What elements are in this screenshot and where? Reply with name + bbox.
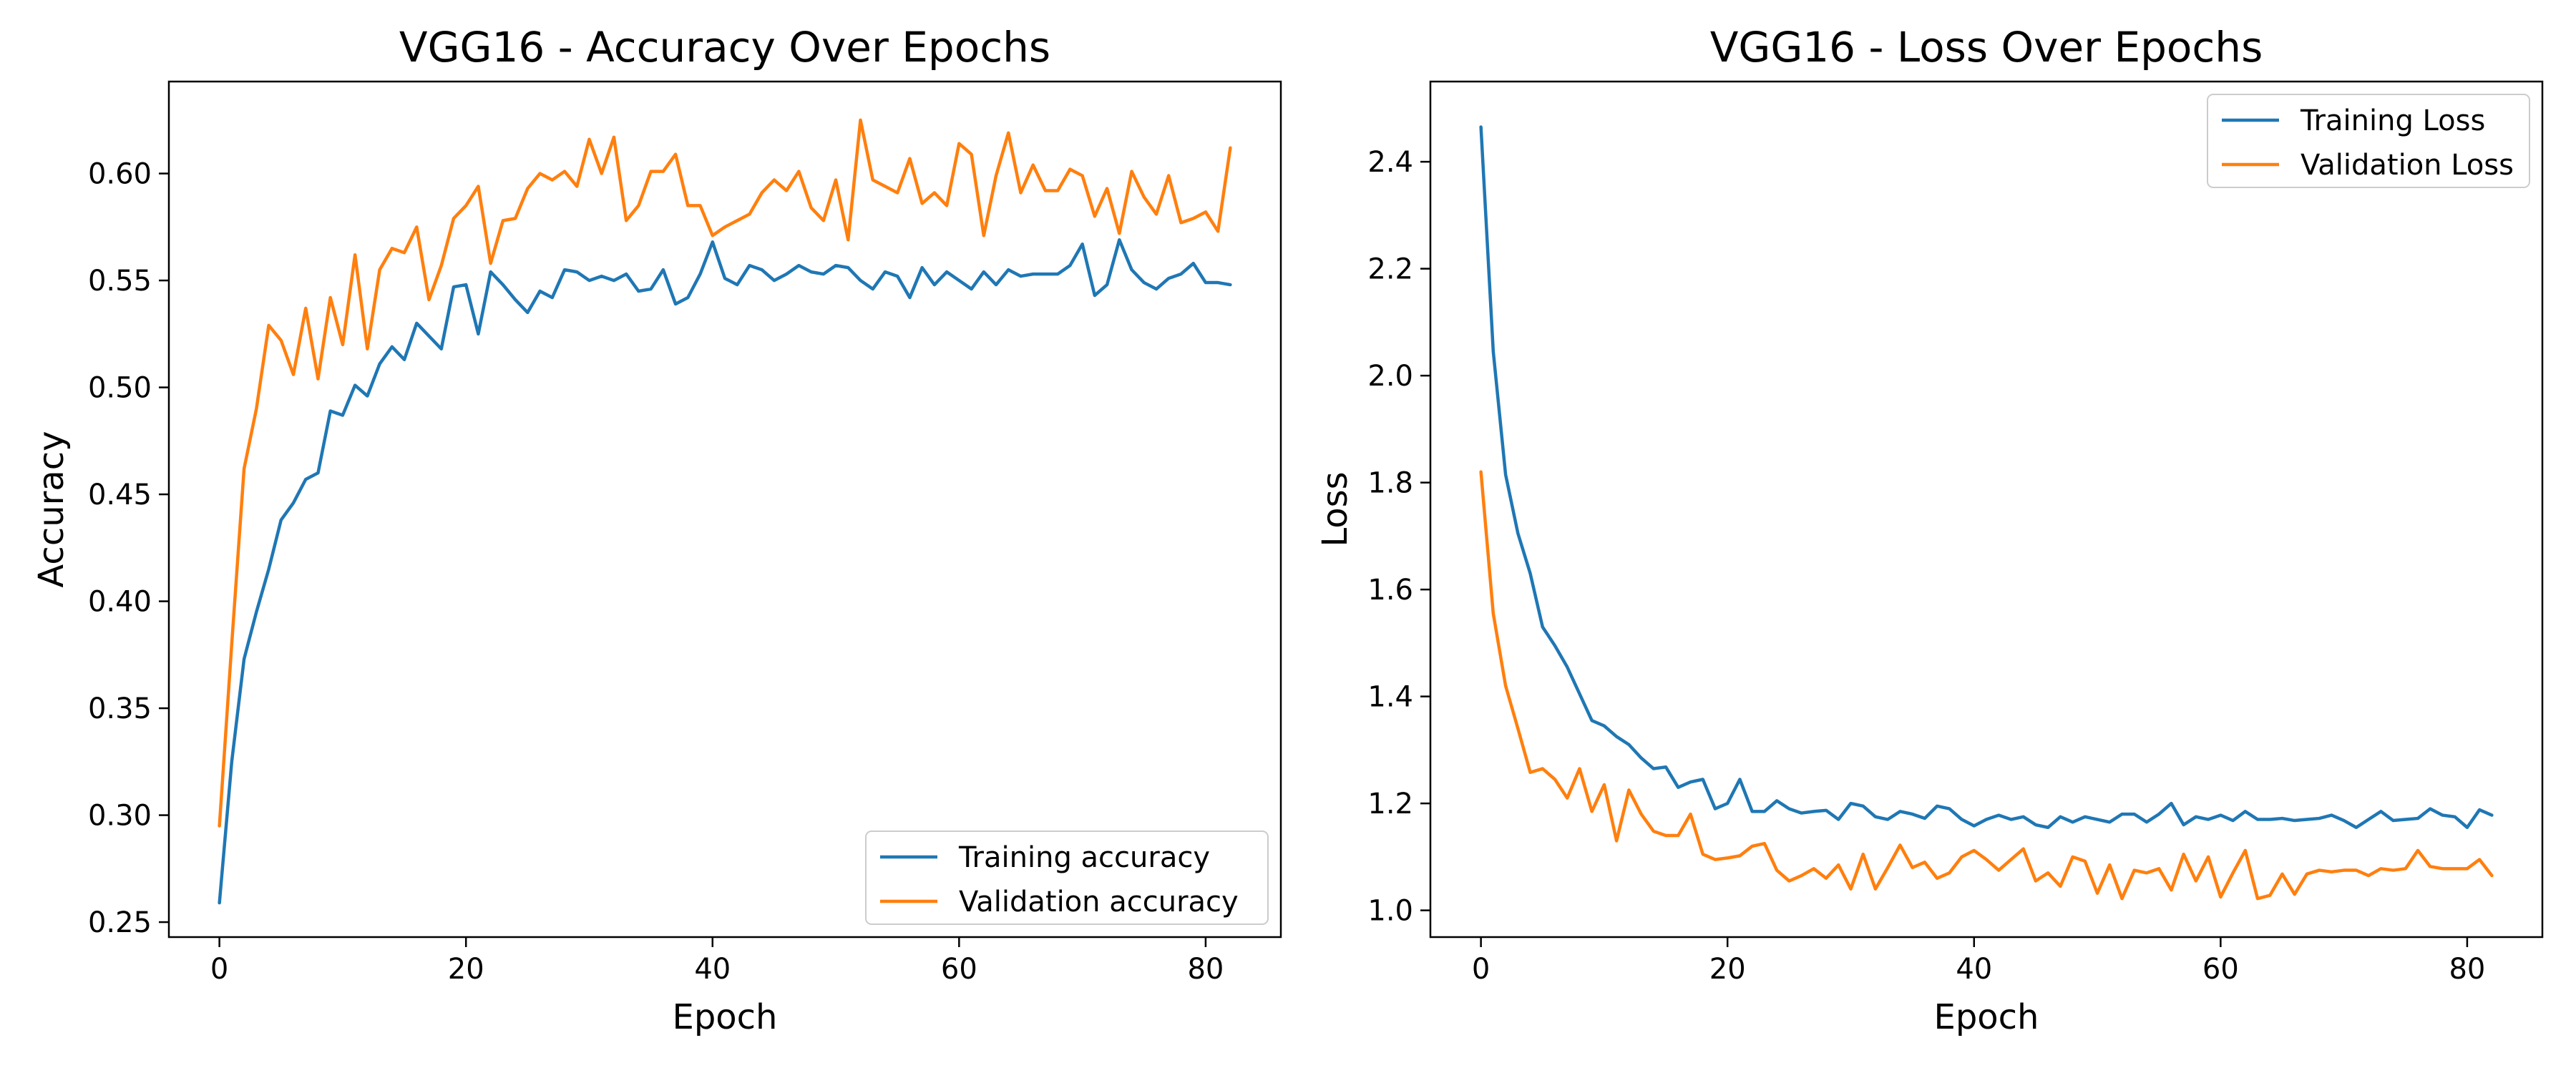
legend-label: Validation Loss	[2301, 149, 2514, 182]
x-axis-label: Epoch	[673, 997, 778, 1037]
legend-label: Validation accuracy	[959, 886, 1239, 918]
legend: Training Loss Validation Loss	[2207, 94, 2530, 188]
x-axis-label: Epoch	[1934, 997, 2039, 1037]
plot-frame	[1429, 80, 2544, 939]
y-tick-label: 1.2	[1367, 788, 1413, 820]
accuracy-chart: VGG16 - Accuracy Over Epochs 0 20 40 60 80 0.2…	[31, 23, 1282, 1037]
y-tick-label: 0.25	[88, 906, 152, 939]
y-tick-label: 0.55	[88, 265, 152, 298]
loss-chart: VGG16 - Loss Over Epochs 0 20 40 60 80 1.0 1.2 1…	[1315, 23, 2544, 1037]
legend: Training accuracy Validation accuracy	[865, 831, 1269, 925]
x-tick-label: 40	[694, 953, 731, 986]
y-axis-label: Loss	[1315, 471, 1355, 547]
legend-label: Training accuracy	[958, 841, 1210, 874]
y-tick-label: 0.50	[88, 372, 152, 405]
x-tick-label: 60	[2202, 953, 2239, 986]
y-tick-label: 0.40	[88, 586, 152, 619]
y-tick-label: 2.4	[1367, 146, 1413, 179]
legend-box	[2207, 94, 2530, 188]
legend-box	[865, 831, 1269, 925]
chart-title: VGG16 - Accuracy Over Epochs	[399, 23, 1050, 72]
y-tick-label: 1.8	[1367, 467, 1413, 500]
y-tick-label: 0.35	[88, 692, 152, 725]
y-tick-label: 0.45	[88, 479, 152, 511]
y-axis-label: Accuracy	[31, 431, 72, 587]
plot-frame	[167, 80, 1282, 939]
series-line-training-loss	[1479, 125, 2494, 830]
y-tick-label: 0.60	[88, 158, 152, 191]
x-tick-label: 0	[210, 953, 228, 986]
legend-label: Training Loss	[2300, 104, 2485, 137]
y-tick-label: 2.2	[1367, 253, 1413, 286]
series-line-validation-accuracy	[218, 118, 1232, 828]
x-tick-label: 20	[448, 953, 484, 986]
x-tick-label: 60	[941, 953, 977, 986]
x-tick-label: 0	[1472, 953, 1490, 986]
series-line-validation-loss	[1479, 470, 2494, 901]
x-tick-label: 20	[1709, 953, 1746, 986]
y-tick-label: 1.4	[1367, 681, 1413, 714]
x-tick-label: 80	[1187, 953, 1224, 986]
chart-title: VGG16 - Loss Over Epochs	[1710, 23, 2263, 72]
series-line-training-accuracy	[218, 238, 1232, 905]
y-tick-label: 1.6	[1367, 574, 1413, 607]
y-tick-label: 2.0	[1367, 360, 1413, 393]
y-tick-label: 0.30	[88, 800, 152, 833]
x-tick-label: 40	[1956, 953, 1992, 986]
x-tick-label: 80	[2449, 953, 2485, 986]
y-tick-label: 1.0	[1367, 895, 1413, 928]
